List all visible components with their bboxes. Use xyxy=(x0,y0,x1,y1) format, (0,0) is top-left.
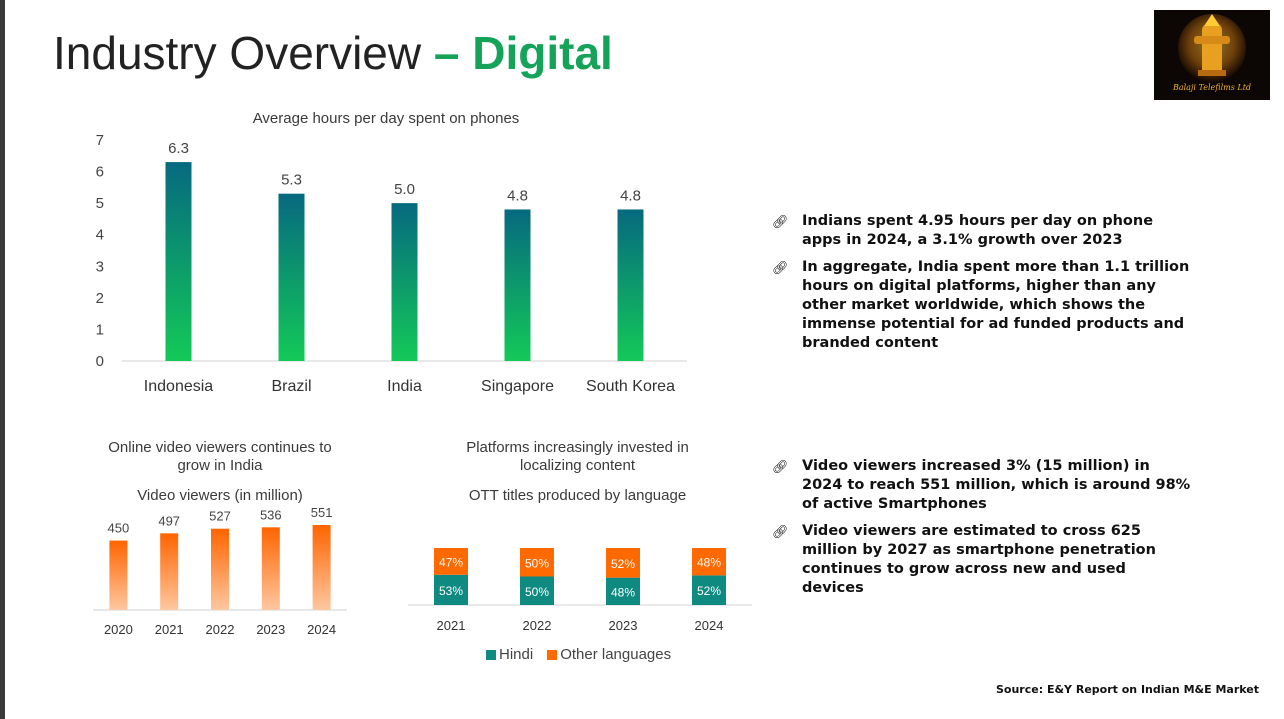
data-label: 50% xyxy=(525,585,549,599)
data-label: 536 xyxy=(260,507,282,522)
data-label: 5.3 xyxy=(281,172,302,189)
source-note: Source: E&Y Report on Indian M&E Market xyxy=(996,683,1260,696)
data-label: 5.0 xyxy=(394,181,415,198)
company-logo: Balaji Telefilms Ltd xyxy=(1154,10,1270,100)
bar-2024 xyxy=(312,525,331,610)
bar-hindi-2024 xyxy=(692,575,726,605)
data-label: 53% xyxy=(439,584,463,598)
bar-2020 xyxy=(109,540,128,610)
data-label: 50% xyxy=(525,556,549,570)
y-tick-label: 7 xyxy=(96,132,104,149)
chart-viewers-subtitle: Video viewers (in million) xyxy=(137,487,303,504)
page-title-accent: Digital xyxy=(472,27,613,79)
y-tick-label: 6 xyxy=(96,164,104,181)
bar-2021 xyxy=(160,533,179,610)
chart-ott-title: Platforms increasingly invested in local… xyxy=(466,439,689,474)
x-tick-label: Singapore xyxy=(481,378,554,395)
link-bullet-icon: 🔗︎ xyxy=(772,525,789,540)
bar-other-2022 xyxy=(520,548,554,577)
bar-singapore xyxy=(504,209,531,361)
x-tick-label: 2022 xyxy=(523,618,552,633)
y-tick-label: 4 xyxy=(96,227,104,244)
data-label: 4.8 xyxy=(507,187,528,204)
bar-2023 xyxy=(261,527,280,610)
bar-indonesia xyxy=(165,162,192,361)
bar-south-korea xyxy=(617,209,644,361)
x-tick-label: India xyxy=(387,378,422,395)
x-tick-label: 2021 xyxy=(437,618,466,633)
chart-ott-legend: Hindi Other languages xyxy=(486,646,685,663)
x-tick-label: Brazil xyxy=(271,378,311,395)
bar-hindi-2021 xyxy=(434,574,468,605)
link-bullet-icon: 🔗︎ xyxy=(772,215,789,230)
bar-other-2023 xyxy=(606,548,640,578)
x-tick-label: Indonesia xyxy=(144,378,213,395)
bar-hindi-2022 xyxy=(520,576,554,605)
legend-swatch-other xyxy=(547,650,558,661)
data-label: 48% xyxy=(697,556,721,570)
left-edge-bar xyxy=(0,0,5,719)
y-tick-label: 5 xyxy=(96,195,104,212)
data-label: 47% xyxy=(439,555,463,569)
x-tick-label: 2024 xyxy=(307,622,336,637)
data-label: 450 xyxy=(108,521,130,536)
bullets-bottom: 🔗︎ Video viewers increased 3% (15 millio… xyxy=(772,457,1192,606)
y-tick-label: 1 xyxy=(96,321,104,338)
bullet-item: 🔗︎ Indians spent 4.95 hours per day on ph… xyxy=(772,213,1154,248)
data-label: 551 xyxy=(311,505,333,520)
y-tick-label: 3 xyxy=(96,258,104,275)
chart-ott: 53% 47% 2021 50% 50% 2022 48% 52% 2023 52% 48% 2024 xyxy=(408,548,752,633)
bar-brazil xyxy=(278,193,305,361)
chart-ott-subtitle: OTT titles produced by language xyxy=(468,487,687,504)
x-tick-label: 2021 xyxy=(155,622,184,637)
y-tick-label: 0 xyxy=(96,353,104,370)
data-label: 52% xyxy=(611,557,635,571)
data-label: 52% xyxy=(697,584,721,598)
chart-phones-title: Average hours per day spent on phones xyxy=(252,110,520,127)
y-tick-label: 2 xyxy=(96,290,104,307)
bullet-item: 🔗︎ Video viewers are estimated to cross 6… xyxy=(772,523,1156,596)
bar-india xyxy=(391,203,418,361)
data-label: 6.3 xyxy=(168,140,189,157)
chart-viewers: 450 2020 497 2021 527 2022 536 2023 551 2024 xyxy=(93,505,347,637)
data-label: 4.8 xyxy=(620,187,641,204)
x-tick-label: 2023 xyxy=(609,618,638,633)
chart-viewers-title: Online video viewers continues to grow i… xyxy=(108,439,332,474)
legend-swatch-hindi xyxy=(486,650,496,661)
data-label: 48% xyxy=(611,585,635,599)
data-label: 497 xyxy=(158,513,180,528)
link-bullet-icon: 🔗︎ xyxy=(772,261,789,276)
legend-item-other: Other languages xyxy=(547,646,671,663)
x-tick-label: South Korea xyxy=(586,378,675,395)
legend-item-hindi: Hindi xyxy=(486,646,533,663)
page-title: Industry Overview – Digital xyxy=(53,27,613,79)
bar-other-2021 xyxy=(434,548,468,575)
link-bullet-icon: 🔗︎ xyxy=(772,460,789,475)
bullet-item: 🔗︎ In aggregate, India spent more than 1… xyxy=(772,259,1190,351)
bar-2022 xyxy=(211,528,229,610)
bullet-item: 🔗︎ Video viewers increased 3% (15 millio… xyxy=(772,458,1191,512)
x-tick-label: 2020 xyxy=(104,622,133,637)
bullets-top: 🔗︎ Indians spent 4.95 hours per day on ph… xyxy=(772,212,1192,361)
x-tick-label: 2022 xyxy=(206,622,235,637)
x-tick-label: 2024 xyxy=(695,618,724,633)
bar-hindi-2023 xyxy=(606,577,640,605)
logo-text: Balaji Telefilms Ltd xyxy=(1172,83,1252,92)
x-tick-label: 2023 xyxy=(256,622,285,637)
bar-other-2024 xyxy=(692,548,726,576)
data-label: 527 xyxy=(209,509,231,524)
chart-phones: 0 1 2 3 4 5 6 7 6.3 Indonesia 5.3 Brazil 5.0 India 4.8… xyxy=(96,132,687,395)
